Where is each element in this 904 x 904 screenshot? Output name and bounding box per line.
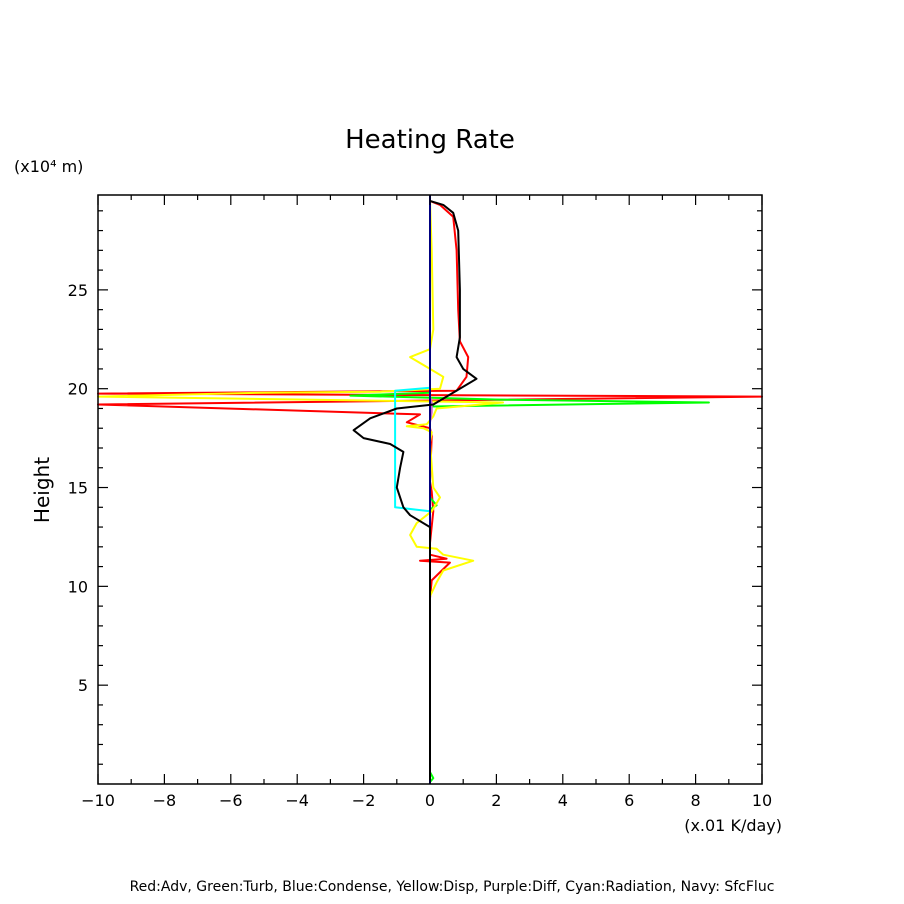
x-tick-label: 0: [425, 791, 435, 810]
x-tick-label: −6: [219, 791, 243, 810]
tick-layer: [97, 195, 763, 784]
y-tick-label: 20: [68, 380, 88, 399]
x-tick-label: 6: [624, 791, 634, 810]
y-tick-label: 25: [68, 281, 88, 300]
series-line-disp: [97, 200, 504, 597]
x-tick-label: −4: [285, 791, 309, 810]
x-tick-label: 8: [691, 791, 701, 810]
x-tick-label: 10: [752, 791, 772, 810]
x-tick-label: 2: [491, 791, 501, 810]
series-layer: [97, 195, 763, 784]
series-line-adv: [97, 199, 763, 784]
y-tick-label: 15: [68, 479, 88, 498]
x-axis-label: (x.01 K/day): [684, 816, 782, 835]
plot-frame: [97, 194, 763, 785]
x-tick-label: −10: [81, 791, 115, 810]
y-axis-label: Height: [30, 457, 54, 523]
chart-title: Heating Rate: [345, 125, 515, 155]
x-tick-label: −8: [153, 791, 177, 810]
series-line-radiation: [394, 386, 431, 513]
series-line-turb: [349, 388, 710, 783]
x-tick-label: −2: [352, 791, 376, 810]
y-tick-label: 10: [68, 577, 88, 596]
legend-caption: Red:Adv, Green:Turb, Blue:Condense, Yell…: [130, 879, 775, 895]
series-line-total: [352, 199, 478, 780]
y-tick-label: 5: [78, 676, 88, 695]
y-axis-unit: (x10⁴ m): [14, 157, 83, 176]
tick-label-layer: −10 −8 −6 −4 −2 0 2 4 6 8 10 5 10 15 20 25: [68, 281, 773, 810]
x-tick-label: 4: [558, 791, 568, 810]
